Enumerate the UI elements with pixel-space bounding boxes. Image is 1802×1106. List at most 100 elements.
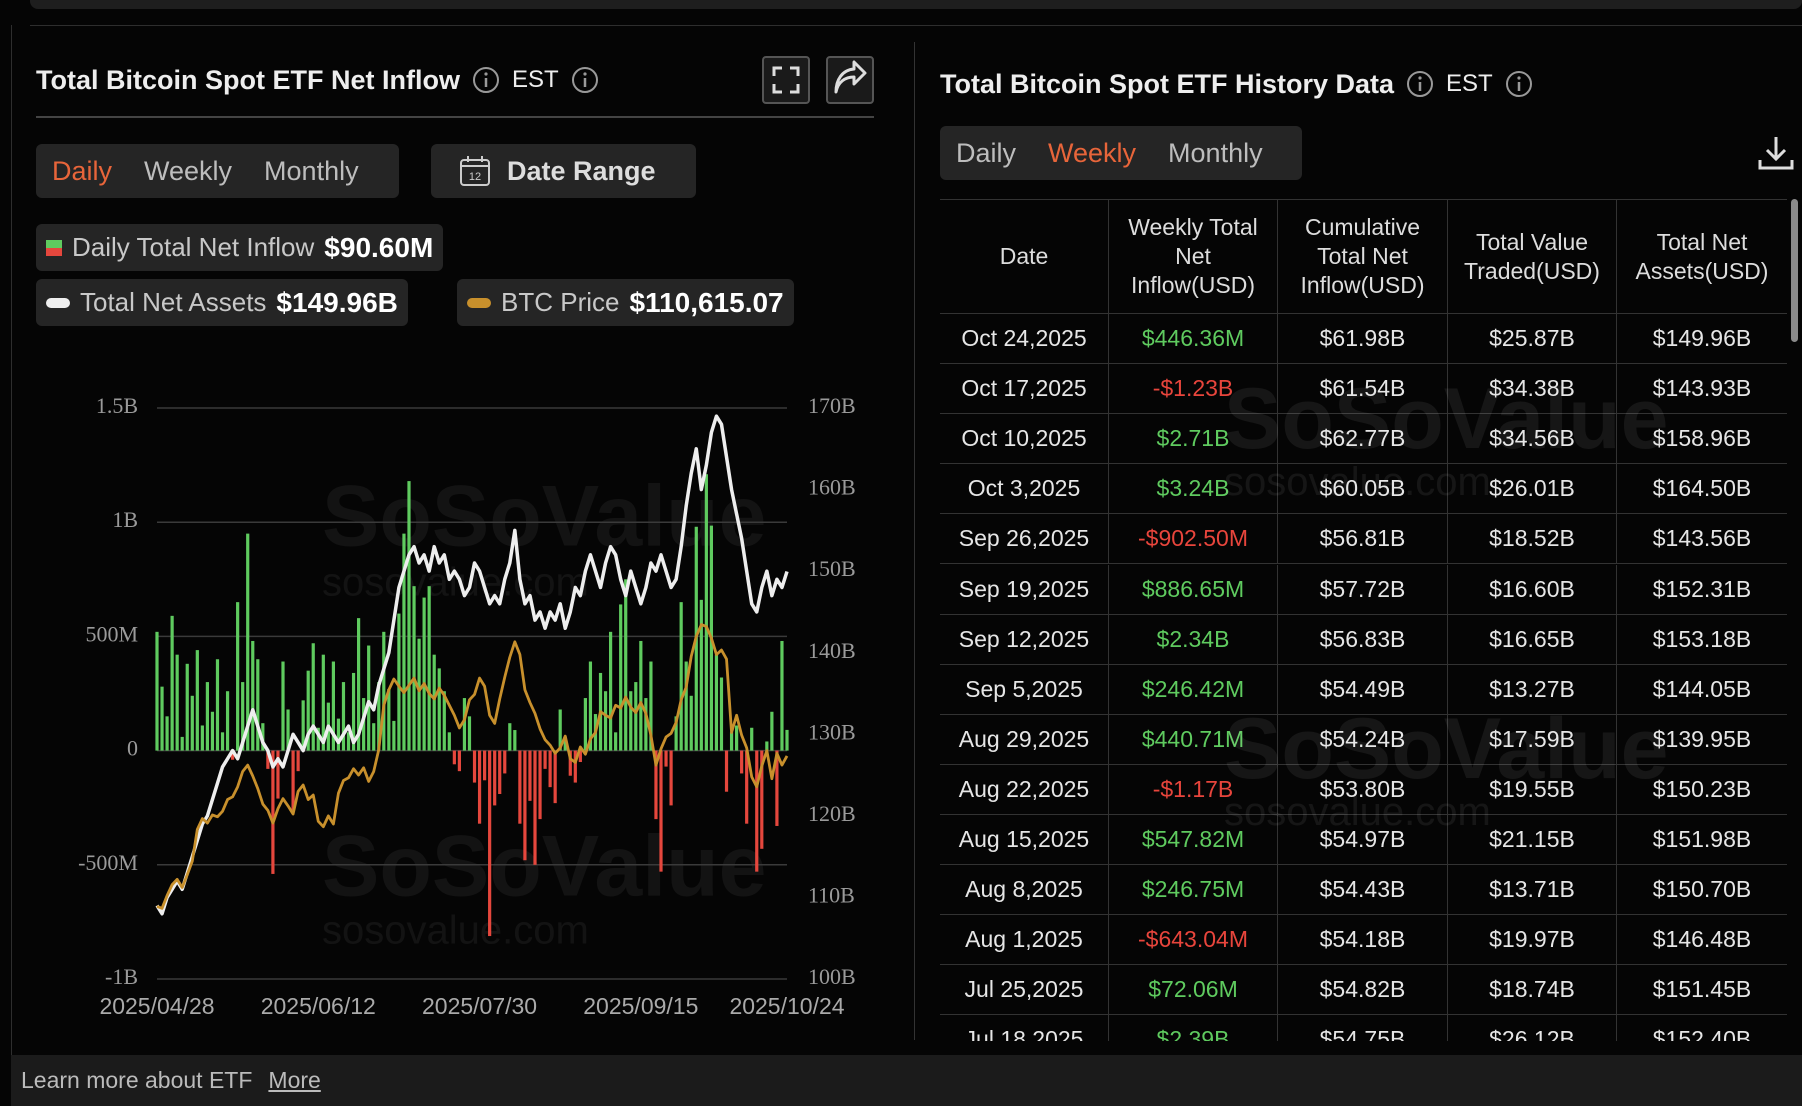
share-button[interactable] — [826, 56, 874, 104]
bar — [281, 661, 285, 751]
bar — [735, 725, 739, 751]
table-cell: $152.40B — [1617, 1015, 1787, 1041]
bar — [639, 640, 643, 751]
bar — [291, 750, 295, 810]
bar — [780, 640, 784, 751]
bar — [316, 727, 320, 751]
tab[interactable]: Monthly — [264, 155, 359, 186]
info-icon[interactable] — [571, 66, 599, 94]
tab[interactable]: Weekly — [1048, 137, 1137, 168]
bar — [719, 677, 724, 751]
table-cell: $143.93B — [1617, 364, 1787, 415]
bar — [634, 682, 638, 751]
bar — [190, 695, 194, 751]
table-cell: $61.54B — [1278, 364, 1448, 415]
bar — [271, 750, 275, 874]
bar — [765, 741, 769, 751]
table-cell: $54.97B — [1278, 815, 1448, 866]
column-header: Weekly Total Net Inflow(USD) — [1109, 200, 1278, 314]
table-cell: Sep 19,2025 — [940, 564, 1109, 615]
table-cell: $152.31B — [1617, 565, 1787, 615]
table-cell: $149.96B — [1617, 314, 1787, 365]
table-cell: $16.65B — [1448, 614, 1617, 665]
table-cell: $56.83B — [1278, 614, 1448, 665]
table-cell: $2.71B — [1109, 414, 1278, 465]
legend-label: Daily Total Net Inflow — [72, 232, 315, 262]
bar — [266, 750, 270, 769]
bar — [619, 604, 623, 751]
bar — [246, 533, 250, 751]
info-icon[interactable] — [1505, 70, 1533, 98]
table-cell: Aug 8,2025 — [940, 865, 1109, 916]
tab[interactable]: Weekly — [144, 155, 233, 186]
x-tick-label: 2025/10/24 — [729, 993, 844, 1019]
column-header: Total Value Traded(USD) — [1448, 200, 1617, 314]
table-cell: Sep 12,2025 — [940, 614, 1109, 665]
bar — [382, 631, 386, 751]
bar — [472, 750, 477, 783]
table-cell: $2.39B — [1109, 1015, 1278, 1041]
bar — [493, 750, 497, 806]
tab[interactable]: Daily — [52, 155, 113, 186]
table-cell: $164.50B — [1617, 464, 1787, 515]
bar — [437, 668, 441, 751]
bar — [427, 586, 431, 751]
bar — [624, 579, 628, 751]
y-tick-label: -1B — [105, 964, 138, 989]
bar — [755, 750, 759, 872]
bar — [724, 750, 729, 792]
table-cell: $54.75B — [1278, 1015, 1448, 1041]
date-range-button[interactable]: 12 Date Range — [431, 144, 696, 198]
bar — [387, 688, 391, 751]
bar — [523, 750, 527, 861]
watermark: SoSoValue — [322, 469, 767, 565]
footer-text: Learn more about ETF — [21, 1067, 253, 1093]
table-cell: $26.12B — [1448, 1015, 1617, 1041]
bar — [447, 732, 451, 751]
bar — [155, 631, 159, 751]
y2-tick-label: 140B — [808, 638, 856, 663]
scrollbar[interactable] — [1791, 199, 1798, 342]
bar — [477, 750, 482, 824]
legend-value: $90.60M — [324, 231, 434, 263]
bar — [301, 700, 305, 751]
table-cell: $34.38B — [1448, 364, 1617, 415]
bar — [462, 698, 467, 751]
download-button[interactable] — [1757, 134, 1795, 172]
tab[interactable]: Monthly — [1168, 137, 1263, 168]
table-cell: Oct 24,2025 — [940, 314, 1109, 365]
table-cell: $18.74B — [1448, 965, 1617, 1016]
bar — [362, 698, 366, 751]
bar — [649, 661, 653, 751]
legend-value: $149.96B — [276, 286, 398, 318]
bar — [170, 615, 174, 751]
table-cell: Oct 3,2025 — [940, 464, 1109, 515]
y2-tick-label: 150B — [808, 556, 856, 581]
table-cell: $246.42M — [1109, 664, 1278, 715]
bar — [553, 750, 557, 804]
bar — [367, 645, 371, 751]
bar — [533, 750, 537, 865]
bar — [679, 602, 683, 751]
table-cell: $61.98B — [1278, 314, 1448, 365]
footer-link[interactable]: More — [268, 1067, 321, 1093]
border — [11, 25, 12, 1055]
table-cell: $16.60B — [1448, 564, 1617, 615]
table-cell: $440.71M — [1109, 714, 1278, 765]
table-cell: Jul 18,2025 — [940, 1015, 1109, 1041]
tab[interactable]: Daily — [956, 137, 1017, 168]
bar — [195, 650, 199, 751]
bar — [659, 750, 663, 872]
fullscreen-button[interactable] — [762, 56, 810, 104]
table-cell: $143.56B — [1617, 514, 1787, 565]
table-cell: $158.96B — [1617, 414, 1787, 465]
table-cell: $19.97B — [1448, 915, 1617, 966]
table-cell: Sep 5,2025 — [940, 664, 1109, 715]
info-icon[interactable] — [1406, 70, 1434, 98]
bar — [336, 718, 341, 751]
info-icon[interactable] — [472, 66, 500, 94]
bar — [508, 723, 512, 751]
top-strip — [30, 0, 1802, 9]
column-header: Total Net Assets(USD) — [1617, 200, 1787, 314]
bar — [346, 732, 351, 751]
